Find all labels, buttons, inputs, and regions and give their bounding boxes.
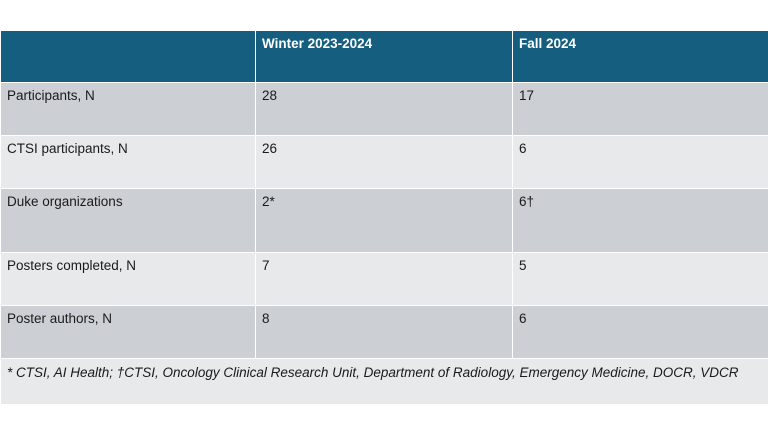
footnote-text: * CTSI, AI Health; †CTSI, Oncology Clini… <box>0 358 768 405</box>
summary-table: Winter 2023-2024 Fall 2024 Participants,… <box>0 30 768 405</box>
cell-fall: 17 <box>512 82 768 136</box>
summary-table-container: Winter 2023-2024 Fall 2024 Participants,… <box>0 30 768 405</box>
cell-fall: 5 <box>512 252 768 306</box>
header-cell-empty <box>0 30 256 83</box>
table-row: Participants, N 28 17 <box>0 82 768 136</box>
cell-winter: 28 <box>255 82 513 136</box>
cell-fall: 6 <box>512 135 768 189</box>
row-label: CTSI participants, N <box>0 135 256 189</box>
cell-winter: 7 <box>255 252 513 306</box>
row-label: Participants, N <box>0 82 256 136</box>
row-label: Posters completed, N <box>0 252 256 306</box>
cell-fall: 6 <box>512 305 768 359</box>
table-row: Posters completed, N 7 5 <box>0 252 768 306</box>
row-label: Poster authors, N <box>0 305 256 359</box>
cell-winter: 2* <box>255 188 513 253</box>
table-row: CTSI participants, N 26 6 <box>0 135 768 189</box>
table-row: Duke organizations 2* 6† <box>0 188 768 253</box>
row-label: Duke organizations <box>0 188 256 253</box>
header-cell-fall: Fall 2024 <box>512 30 768 83</box>
cell-winter: 8 <box>255 305 513 359</box>
footnote-row: * CTSI, AI Health; †CTSI, Oncology Clini… <box>0 358 768 405</box>
header-row: Winter 2023-2024 Fall 2024 <box>0 30 768 83</box>
table-row: Poster authors, N 8 6 <box>0 305 768 359</box>
cell-winter: 26 <box>255 135 513 189</box>
header-cell-winter: Winter 2023-2024 <box>255 30 513 83</box>
cell-fall: 6† <box>512 188 768 253</box>
